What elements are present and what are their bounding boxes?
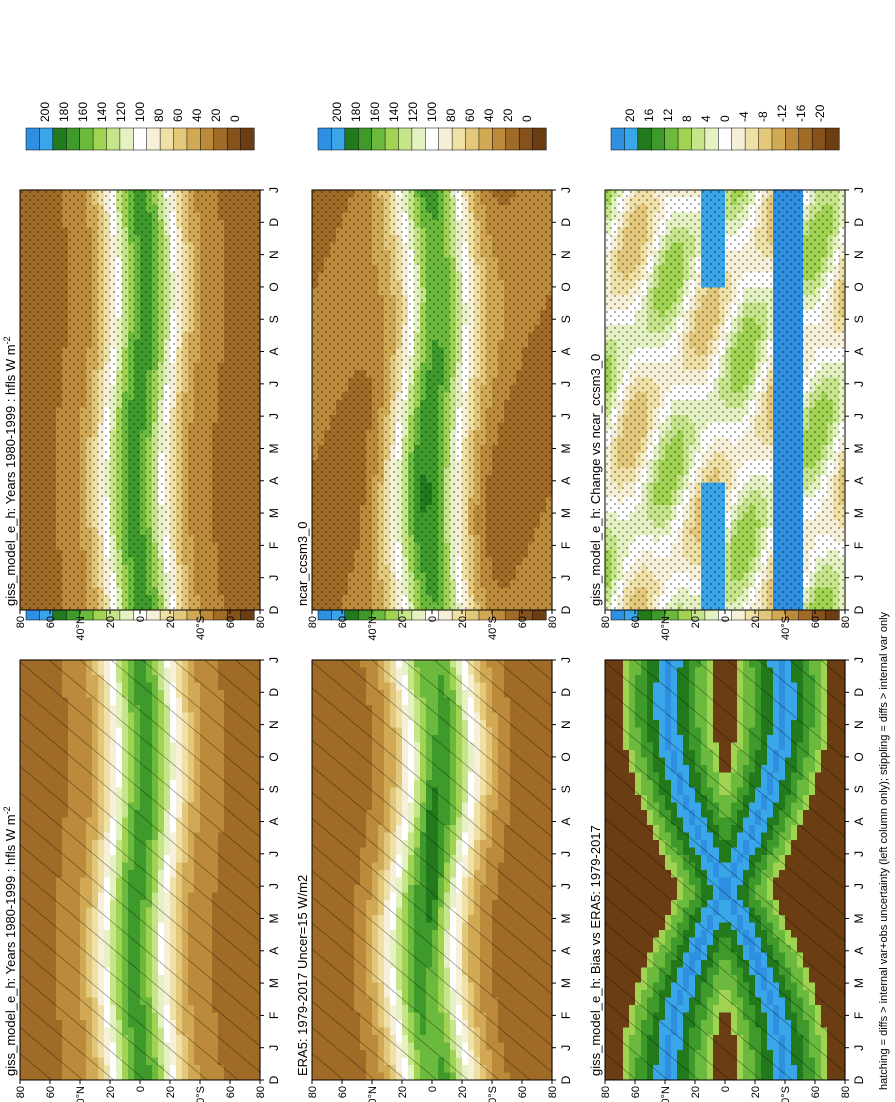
x-tick-label: N xyxy=(267,720,281,729)
x-tick-label: A xyxy=(559,947,573,955)
x-tick-label: S xyxy=(267,785,281,793)
x-tick-label: J xyxy=(559,851,573,857)
x-tick-label: O xyxy=(559,752,573,761)
y-tick-label: 40°S xyxy=(195,1086,207,1102)
y-tick-label: 80 xyxy=(307,1086,319,1098)
x-tick-label: M xyxy=(267,978,281,988)
chart-panel-3: giss_model_e_h: Bias vs ERA5: 1979-2017D… xyxy=(588,574,866,1102)
chart-panel-2: ERA5: 1979-2017 Uncer=15 W/m2 D J F M A M J J A S O… xyxy=(295,572,573,1102)
x-tick-label: D xyxy=(559,1075,573,1084)
x-tick-label: J xyxy=(267,1045,281,1051)
x-tick-label: M xyxy=(559,913,573,923)
x-tick-label: N xyxy=(559,720,573,729)
x-tick-label: M xyxy=(559,978,573,988)
x-tick-label: J xyxy=(267,657,281,663)
y-tick-label: 60 xyxy=(517,1086,529,1098)
x-tick-label: M xyxy=(267,913,281,923)
y-tick-label: 20 xyxy=(457,1086,469,1098)
chart-panel-1: giss_model_e_h: Years 1980-1999 : hfls W… xyxy=(2,572,281,1102)
panel-title: ERA5: 1979-2017 Uncer=15 W/m2 xyxy=(295,875,310,1076)
x-tick-label: J xyxy=(267,883,281,889)
hatching-overlay xyxy=(312,660,552,1080)
x-tick-label: O xyxy=(267,752,281,761)
y-tick-label: 40°N xyxy=(75,1086,87,1102)
x-tick-label: D xyxy=(267,1075,281,1084)
hatching-overlay xyxy=(20,660,260,1080)
y-tick-label: 20 xyxy=(165,1086,177,1098)
y-tick-label: 0 xyxy=(427,1086,439,1092)
x-tick-label: J xyxy=(559,657,573,663)
x-tick-label: J xyxy=(267,851,281,857)
y-tick-label: 40°S xyxy=(487,1086,499,1102)
x-tick-label: A xyxy=(267,818,281,826)
x-tick-label: F xyxy=(559,1012,573,1019)
y-tick-label: 20 xyxy=(105,1086,117,1098)
y-tick-label: 60 xyxy=(45,1086,57,1098)
x-tick-label: F xyxy=(267,1012,281,1019)
panel-title: giss_model_e_h: Bias vs ERA5: 1979-2017 xyxy=(588,825,603,1076)
y-tick-label: 40°N xyxy=(367,1086,379,1102)
y-tick-label: 60 xyxy=(225,1086,237,1098)
panel-title: giss_model_e_h: Years 1980-1999 : hfls W… xyxy=(2,806,18,1076)
x-tick-label: J xyxy=(559,883,573,889)
y-tick-label: 80 xyxy=(255,1086,267,1098)
y-tick-label: 20 xyxy=(397,1086,409,1098)
x-tick-label: J xyxy=(559,1045,573,1051)
y-tick-label: 60 xyxy=(337,1086,349,1098)
x-tick-label: A xyxy=(267,947,281,955)
x-tick-label: D xyxy=(267,688,281,697)
x-tick-label: D xyxy=(559,688,573,697)
x-tick-label: A xyxy=(559,818,573,826)
y-tick-label: 80 xyxy=(15,1086,27,1098)
x-tick-label: S xyxy=(559,785,573,793)
y-tick-label: 80 xyxy=(547,1086,559,1098)
y-tick-label: 0 xyxy=(135,1086,147,1092)
panel-grid: giss_model_e_h: Years 1980-1999 : hfls W… xyxy=(2,102,866,1102)
